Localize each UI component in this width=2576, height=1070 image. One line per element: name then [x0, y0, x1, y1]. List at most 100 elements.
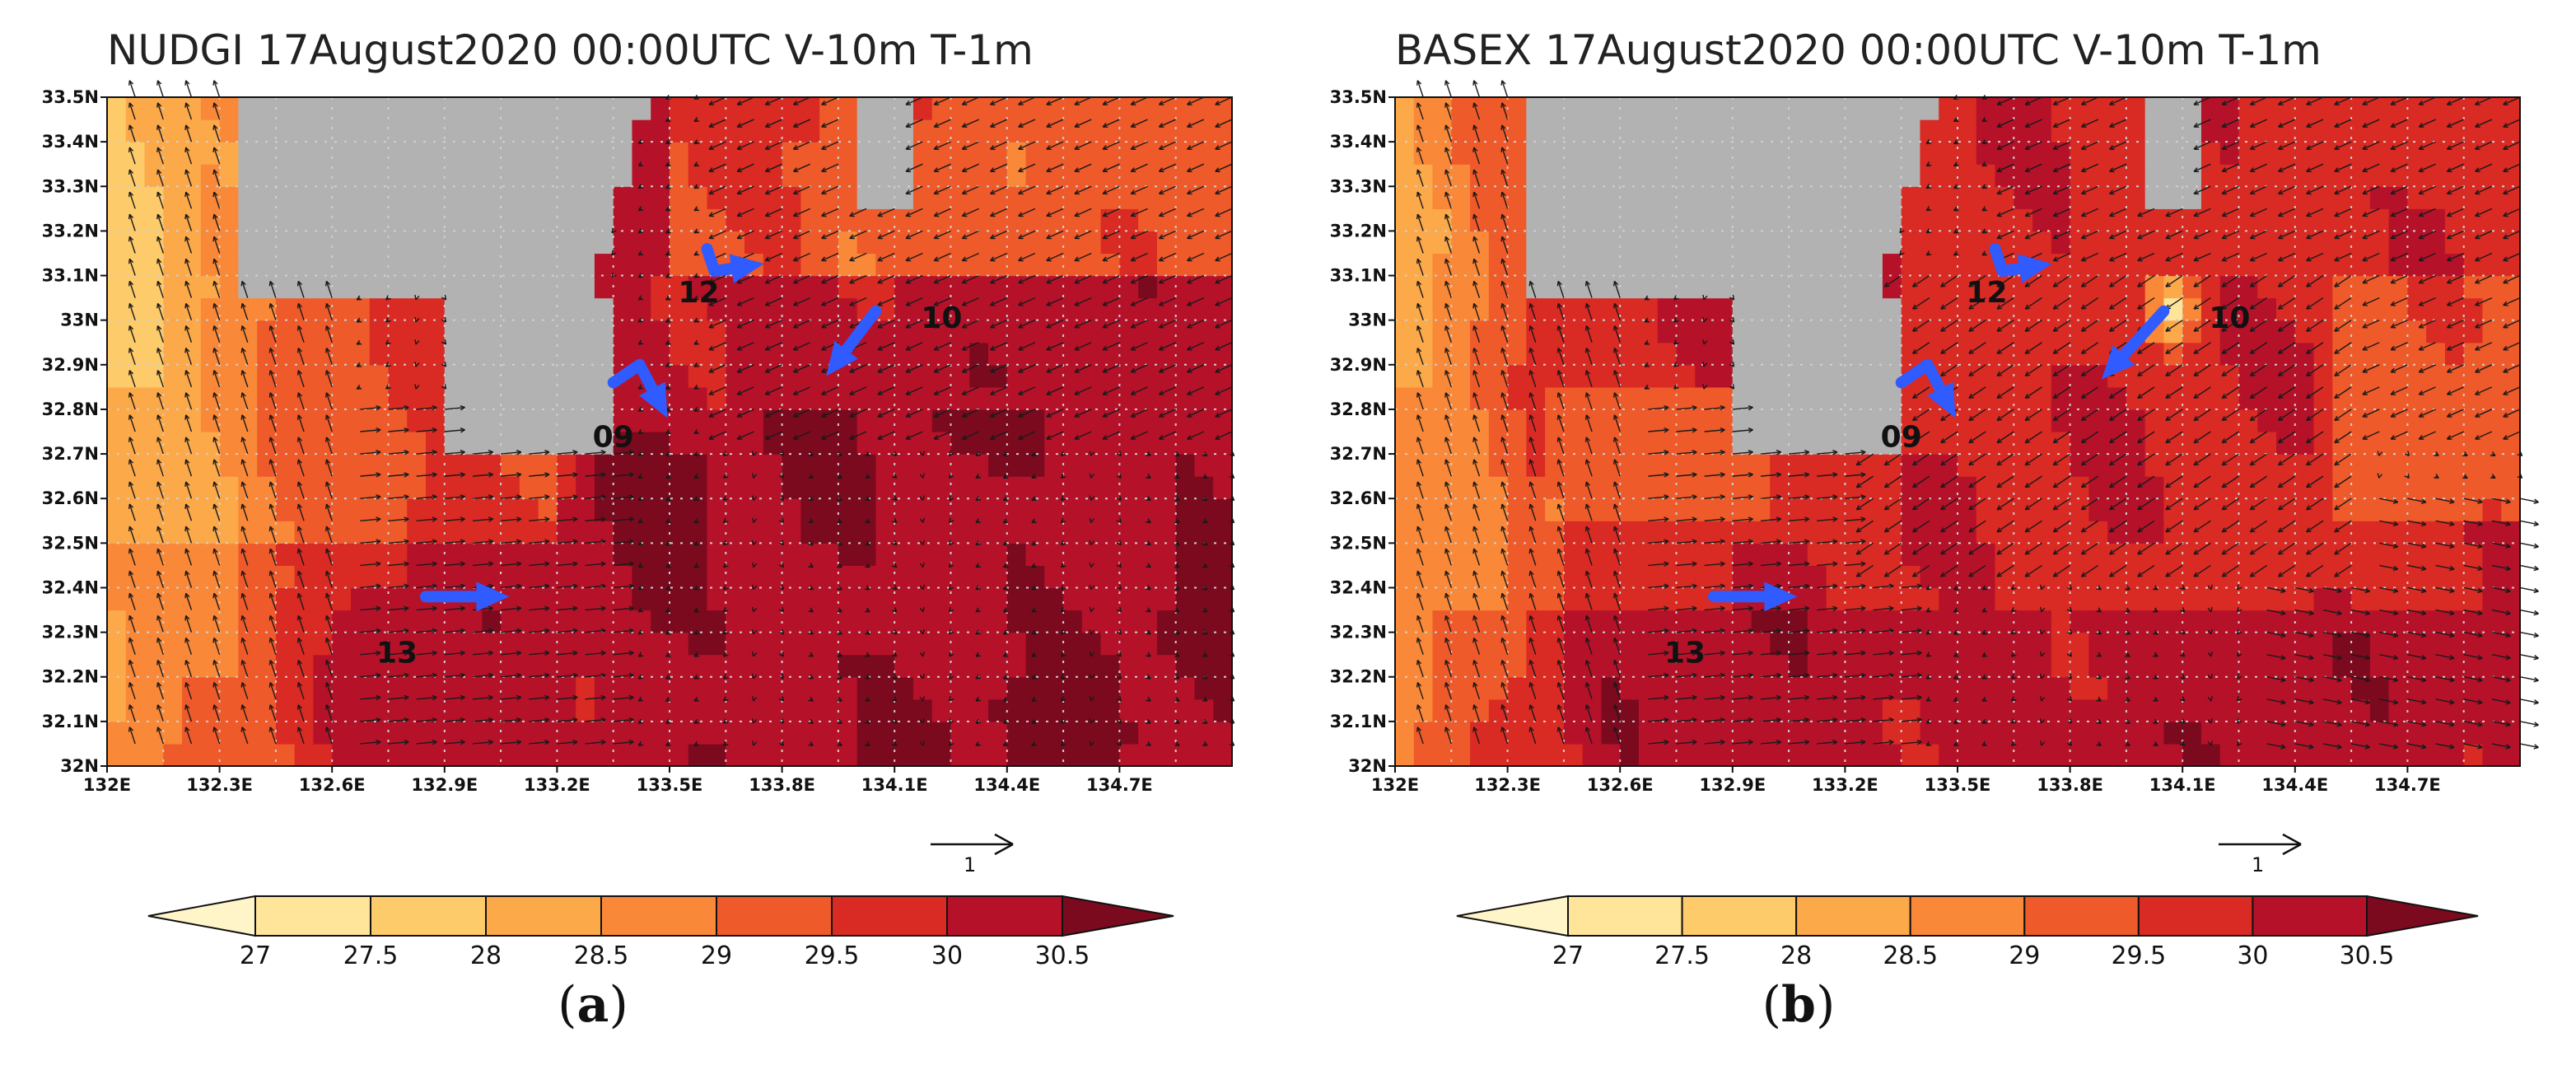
- heatmap-cell: [1639, 119, 1658, 143]
- heatmap-cell: [1939, 97, 1958, 120]
- heatmap-cell: [1157, 454, 1176, 477]
- heatmap-cell: [1620, 454, 1639, 477]
- heatmap-cell: [932, 409, 951, 432]
- heatmap-cell: [370, 298, 389, 321]
- heatmap-cell: [238, 722, 257, 745]
- heatmap-cell: [988, 655, 1007, 678]
- heatmap-cell: [407, 565, 426, 588]
- heatmap-cell: [1194, 722, 1213, 745]
- heatmap-cell: [1526, 498, 1545, 521]
- heatmap-cell: [1808, 298, 1827, 321]
- heatmap-cell: [332, 186, 351, 209]
- heatmap-cell: [1138, 744, 1157, 767]
- heatmap-cell: [1545, 432, 1564, 455]
- heatmap-cell: [782, 521, 801, 544]
- heatmap-cell: [220, 186, 239, 209]
- heatmap-cell: [482, 298, 501, 321]
- heatmap-cell: [1845, 298, 1864, 321]
- heatmap-cell: [1157, 498, 1176, 521]
- heatmap-cell: [932, 521, 951, 544]
- heatmap-cell: [576, 677, 595, 700]
- heatmap-cell: [1939, 164, 1958, 187]
- heatmap-cell: [220, 142, 239, 165]
- heatmap-cell: [126, 476, 145, 499]
- heatmap-cell: [107, 231, 126, 254]
- heatmap-cell: [201, 276, 220, 299]
- heatmap-cell: [1695, 565, 1714, 588]
- heatmap-cell: [1808, 409, 1827, 432]
- heatmap-cell: [257, 253, 276, 276]
- heatmap-cell: [951, 587, 970, 610]
- heatmap-cell: [313, 320, 332, 343]
- heatmap-cell: [1119, 454, 1138, 477]
- heatmap-cell: [1564, 633, 1583, 656]
- heatmap-cell: [126, 722, 145, 745]
- heatmap-cell: [688, 432, 707, 455]
- heatmap-cell: [1395, 276, 1414, 299]
- heatmap-cell: [1063, 320, 1082, 343]
- heatmap-cell: [464, 699, 483, 722]
- heatmap-cell: [145, 164, 164, 187]
- heatmap-cell: [1545, 655, 1564, 678]
- heatmap-cell: [1920, 253, 1939, 276]
- heatmap-cell: [1827, 744, 1846, 767]
- heatmap-cell: [988, 432, 1007, 455]
- heatmap-cell: [1489, 476, 1508, 499]
- heatmap-cell: [819, 633, 838, 656]
- heatmap-cell: [1213, 722, 1232, 745]
- heatmap-cell: [445, 276, 464, 299]
- heatmap-cell: [894, 498, 913, 521]
- heatmap-cell: [332, 119, 351, 143]
- heatmap-cell: [1958, 119, 1976, 143]
- heatmap-cell: [1451, 432, 1470, 455]
- heatmap-cell: [295, 343, 314, 366]
- heatmap-cell: [1545, 498, 1564, 521]
- heatmap-cell: [1939, 722, 1958, 745]
- heatmap-cell: [1414, 164, 1433, 187]
- heatmap-cell: [1508, 142, 1527, 165]
- heatmap-cell: [557, 208, 576, 231]
- heatmap-cell: [445, 186, 464, 209]
- heatmap-cell: [1958, 633, 1976, 656]
- heatmap-cell: [313, 208, 332, 231]
- heatmap-cell: [1194, 543, 1213, 566]
- heatmap-cell: [445, 298, 464, 321]
- heatmap-cell: [445, 142, 464, 165]
- heatmap-cell: [295, 565, 314, 588]
- heatmap-cell: [932, 343, 951, 366]
- heatmap-cell: [163, 699, 182, 722]
- heatmap-cell: [1451, 744, 1470, 767]
- heatmap-cell: [875, 587, 894, 610]
- heatmap-cell: [1864, 365, 1883, 388]
- heatmap-cell: [1976, 97, 1995, 120]
- heatmap-cell: [1433, 276, 1452, 299]
- heatmap-cell: [351, 565, 370, 588]
- heatmap-cell: [464, 164, 483, 187]
- heatmap-cell: [1119, 498, 1138, 521]
- heatmap-cell: [238, 343, 257, 366]
- heatmap-cell: [332, 343, 351, 366]
- heatmap-cell: [126, 276, 145, 299]
- heatmap-cell: [1026, 476, 1045, 499]
- heatmap-cell: [238, 164, 257, 187]
- heatmap-cell: [407, 521, 426, 544]
- heatmap-cell: [1827, 276, 1846, 299]
- heatmap-cell: [1864, 208, 1883, 231]
- x-tick-label: 134.4E: [973, 775, 1040, 795]
- heatmap-cell: [1564, 565, 1583, 588]
- heatmap-cell: [1677, 343, 1696, 366]
- heatmap-cell: [332, 543, 351, 566]
- heatmap-cell: [951, 722, 970, 745]
- heatmap-cell: [1639, 610, 1658, 633]
- heatmap-cell: [1677, 276, 1696, 299]
- heatmap-cell: [782, 565, 801, 588]
- heatmap-cell: [1119, 722, 1138, 745]
- heatmap-cell: [857, 610, 876, 633]
- heatmap-cell: [988, 633, 1007, 656]
- heatmap-cell: [426, 97, 445, 120]
- heatmap-cell: [838, 186, 857, 209]
- heatmap-cell: [257, 231, 276, 254]
- heatmap-cell: [1958, 722, 1976, 745]
- heatmap-cell: [332, 587, 351, 610]
- heatmap-cell: [1601, 320, 1620, 343]
